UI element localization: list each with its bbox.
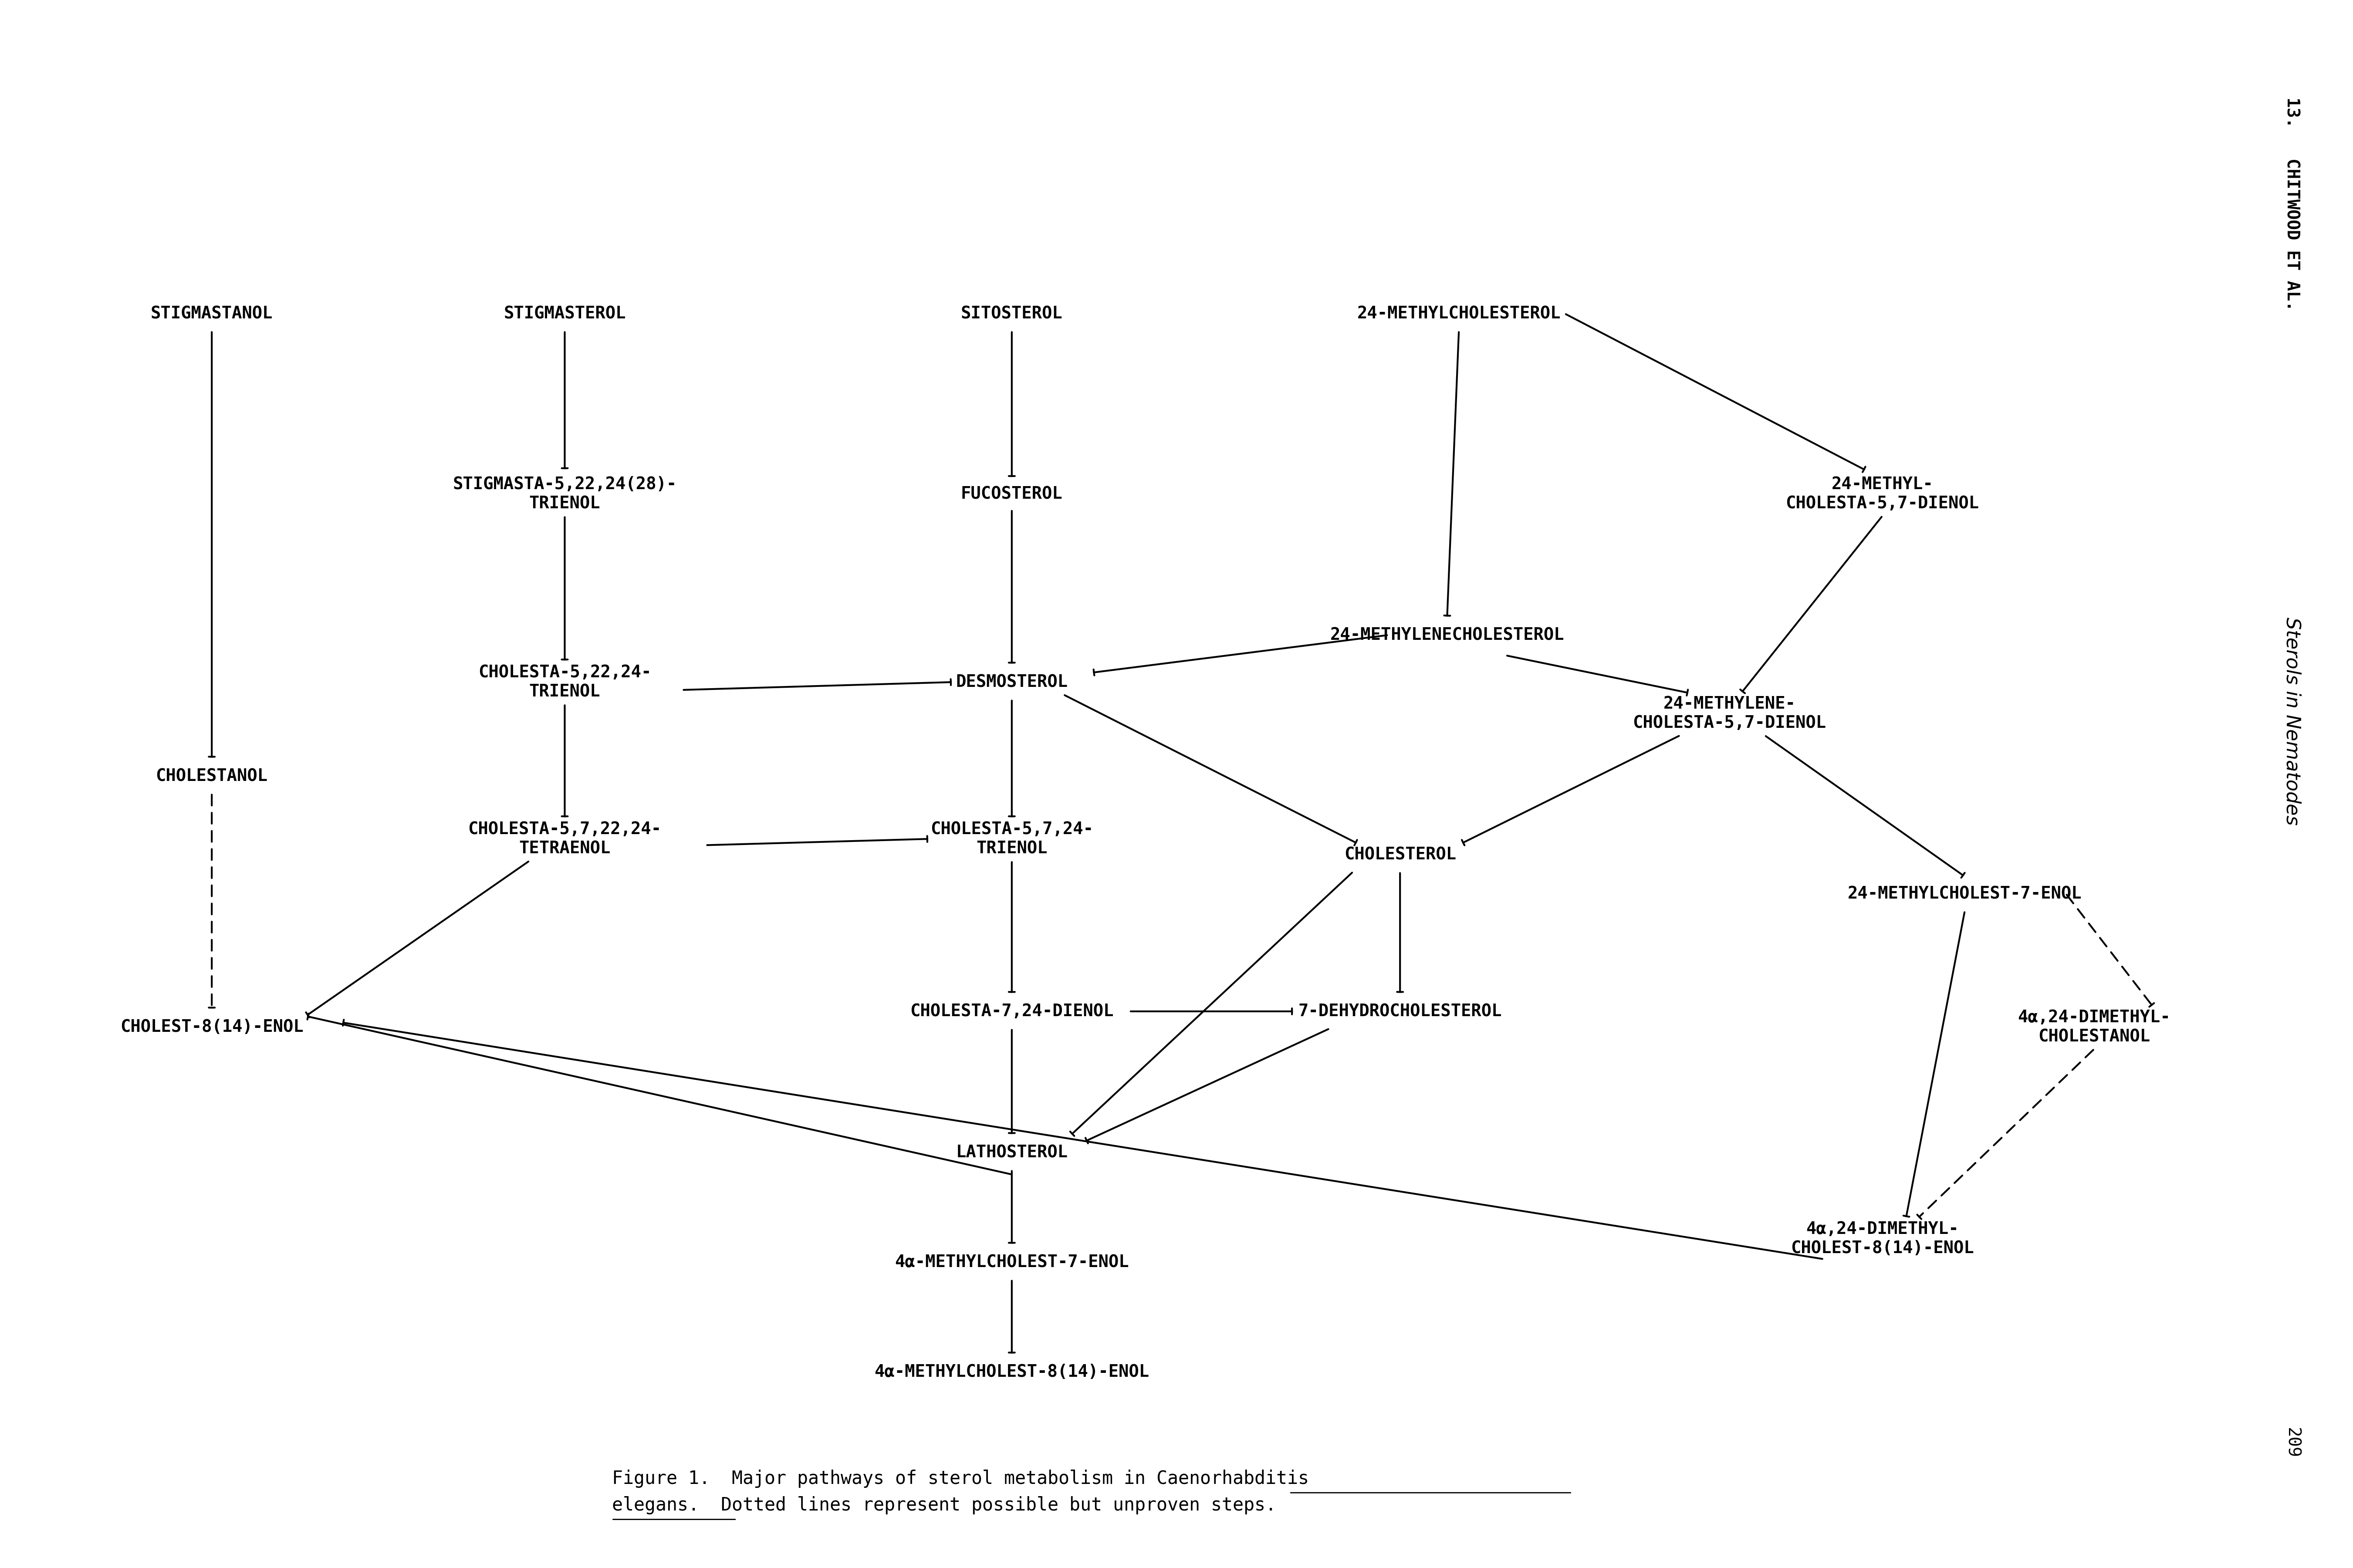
- Text: CHOLESTA-5,7,24-
TRIENOL: CHOLESTA-5,7,24- TRIENOL: [929, 822, 1094, 856]
- Text: 4α,24-DIMETHYL-
CHOLESTANOL: 4α,24-DIMETHYL- CHOLESTANOL: [2019, 1010, 2169, 1044]
- Text: CHOLESTA-5,22,24-
TRIENOL: CHOLESTA-5,22,24- TRIENOL: [478, 665, 652, 699]
- Text: DESMOSTEROL: DESMOSTEROL: [955, 674, 1068, 690]
- Text: 4α-METHYLCHOLEST-7-ENOL: 4α-METHYLCHOLEST-7-ENOL: [894, 1254, 1129, 1270]
- Text: Figure 1.  Major pathways of sterol metabolism in Caenorhabditis: Figure 1. Major pathways of sterol metab…: [612, 1469, 1308, 1488]
- Text: 24-METHYLENECHOLESTEROL: 24-METHYLENECHOLESTEROL: [1329, 627, 1565, 643]
- Text: 24-METHYLENE-
CHOLESTA-5,7-DIENOL: 24-METHYLENE- CHOLESTA-5,7-DIENOL: [1633, 696, 1826, 731]
- Text: FUCOSTEROL: FUCOSTEROL: [960, 486, 1064, 502]
- Text: LATHOSTEROL: LATHOSTEROL: [955, 1145, 1068, 1160]
- Text: 24-METHYLCHOLESTEROL: 24-METHYLCHOLESTEROL: [1358, 306, 1560, 321]
- Text: CHOLESTA-7,24-DIENOL: CHOLESTA-7,24-DIENOL: [911, 1004, 1113, 1019]
- Text: SITOSTEROL: SITOSTEROL: [960, 306, 1064, 321]
- Text: CHOLEST-8(14)-ENOL: CHOLEST-8(14)-ENOL: [120, 1019, 304, 1035]
- Text: 4α,24-DIMETHYL-
CHOLEST-8(14)-ENOL: 4α,24-DIMETHYL- CHOLEST-8(14)-ENOL: [1791, 1221, 1974, 1256]
- Text: Sterols in Nematodes: Sterols in Nematodes: [2282, 618, 2301, 825]
- Text: elegans.  Dotted lines represent possible but unproven steps.: elegans. Dotted lines represent possible…: [612, 1496, 1275, 1515]
- Text: 7-DEHYDROCHOLESTEROL: 7-DEHYDROCHOLESTEROL: [1299, 1004, 1501, 1019]
- Text: STIGMASTA-5,22,24(28)-
TRIENOL: STIGMASTA-5,22,24(28)- TRIENOL: [452, 477, 678, 511]
- Text: CHOLESTA-5,7,22,24-
TETRAENOL: CHOLESTA-5,7,22,24- TETRAENOL: [468, 822, 661, 856]
- Text: 4α-METHYLCHOLEST-8(14)-ENOL: 4α-METHYLCHOLEST-8(14)-ENOL: [875, 1364, 1148, 1380]
- Text: 209: 209: [2282, 1427, 2301, 1458]
- Text: CHOLESTANOL: CHOLESTANOL: [155, 768, 268, 784]
- Text: 24-METHYL-
CHOLESTA-5,7-DIENOL: 24-METHYL- CHOLESTA-5,7-DIENOL: [1786, 477, 1979, 511]
- Text: CHOLESTEROL: CHOLESTEROL: [1344, 847, 1457, 862]
- Text: 13.   CHITWOOD ET AL.: 13. CHITWOOD ET AL.: [2282, 97, 2301, 310]
- Text: STIGMASTEROL: STIGMASTEROL: [504, 306, 626, 321]
- Text: 24-METHYLCHOLEST-7-ENOL: 24-METHYLCHOLEST-7-ENOL: [1847, 886, 2082, 902]
- Text: STIGMASTANOL: STIGMASTANOL: [151, 306, 273, 321]
